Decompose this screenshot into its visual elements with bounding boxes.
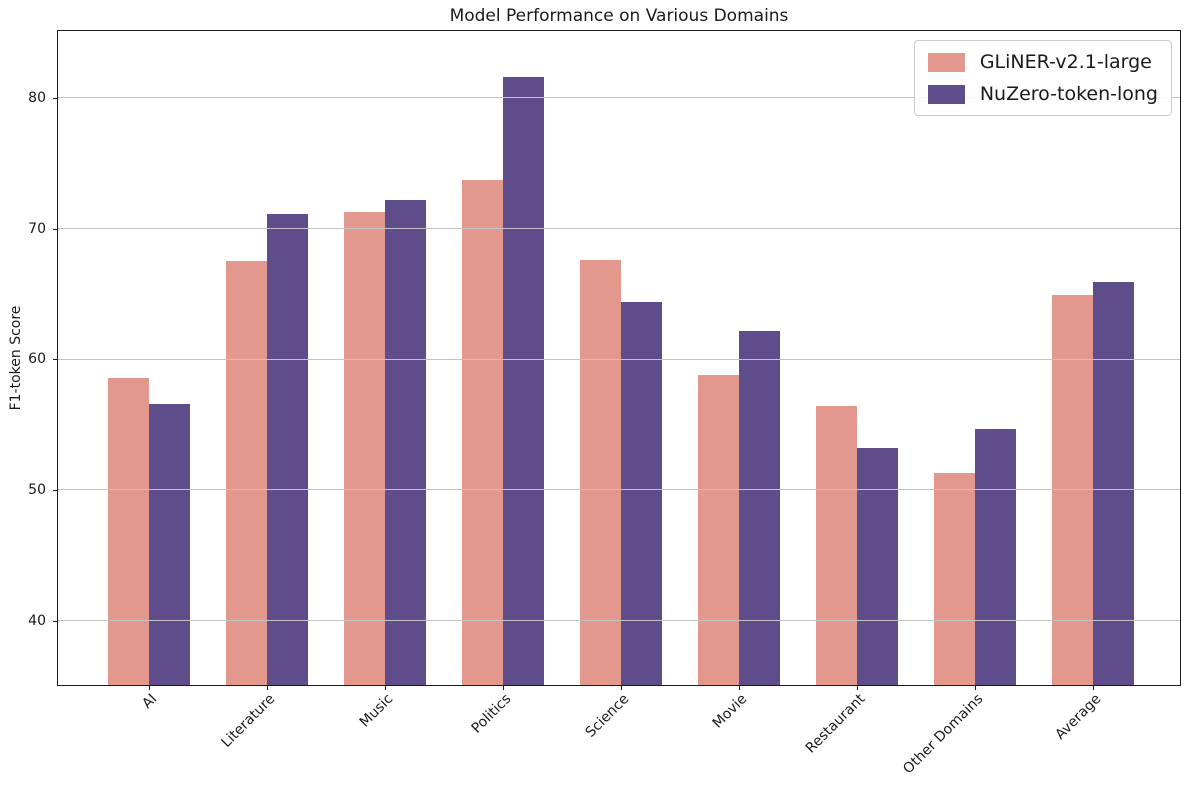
- bar-gliner-v2-1-large-restaurant: [816, 406, 857, 686]
- bar-nuzero-token-long-literature: [267, 214, 308, 686]
- x-tick-mark-science: [621, 686, 622, 690]
- bar-gliner-v2-1-large-literature: [226, 261, 267, 686]
- y-tick-label-80: 80: [28, 89, 46, 106]
- bar-gliner-v2-1-large-science: [580, 259, 621, 686]
- bar-nuzero-token-long-movie: [739, 330, 780, 686]
- x-tick-label-politics: Politics: [468, 691, 515, 737]
- legend-entry: NuZero-token-long: [927, 83, 1158, 105]
- x-tick-label-movie: Movie: [709, 691, 751, 732]
- x-tick-mark-literature: [267, 686, 268, 690]
- y-axis-label: F1-token Score: [8, 305, 24, 411]
- bar-nuzero-token-long-science: [621, 301, 662, 686]
- legend-entry: GLiNER-v2.1-large: [927, 51, 1158, 73]
- x-tick-mark-music: [385, 686, 386, 690]
- x-tick-label-music: Music: [356, 691, 397, 731]
- x-tick-label-science: Science: [582, 691, 633, 741]
- legend-label: NuZero-token-long: [979, 83, 1158, 105]
- bar-nuzero-token-long-politics: [503, 77, 544, 686]
- plot-area: GLiNER-v2.1-large NuZero-token-long: [57, 30, 1181, 686]
- chart-title: Model Performance on Various Domains: [449, 6, 789, 26]
- bar-nuzero-token-long-ai: [149, 403, 190, 686]
- x-tick-label-other-domains: Other Domains: [900, 691, 987, 778]
- x-tick-mark-politics: [503, 686, 504, 690]
- legend: GLiNER-v2.1-large NuZero-token-long: [913, 40, 1172, 116]
- bar-nuzero-token-long-other-domains: [975, 428, 1016, 686]
- x-tick-mark-average: [1093, 686, 1094, 690]
- y-tick-label-40: 40: [28, 612, 46, 629]
- bar-gliner-v2-1-large-average: [1052, 295, 1093, 686]
- bar-gliner-v2-1-large-other-domains: [934, 472, 975, 686]
- bar-gliner-v2-1-large-movie: [698, 374, 739, 686]
- x-tick-mark-ai: [149, 686, 150, 690]
- x-tick-mark-restaurant: [857, 686, 858, 690]
- x-tick-mark-movie: [739, 686, 740, 690]
- x-tick-mark-other-domains: [975, 686, 976, 690]
- bar-nuzero-token-long-average: [1093, 282, 1134, 686]
- x-tick-label-average: Average: [1052, 691, 1105, 743]
- bars-layer: [57, 30, 1181, 686]
- x-tick-label-ai: AI: [139, 691, 161, 713]
- y-tick-label-50: 50: [28, 481, 46, 498]
- y-tick-label-70: 70: [28, 220, 46, 237]
- bar-gliner-v2-1-large-politics: [462, 180, 503, 686]
- bar-gliner-v2-1-large-music: [344, 211, 385, 686]
- bar-gliner-v2-1-large-ai: [108, 377, 149, 686]
- bar-nuzero-token-long-restaurant: [857, 448, 898, 686]
- x-tick-label-literature: Literature: [218, 691, 279, 751]
- x-tick-label-restaurant: Restaurant: [802, 691, 869, 757]
- legend-label: GLiNER-v2.1-large: [979, 51, 1152, 73]
- bar-nuzero-token-long-music: [385, 199, 426, 686]
- legend-swatch: [927, 52, 965, 72]
- legend-swatch: [927, 84, 965, 104]
